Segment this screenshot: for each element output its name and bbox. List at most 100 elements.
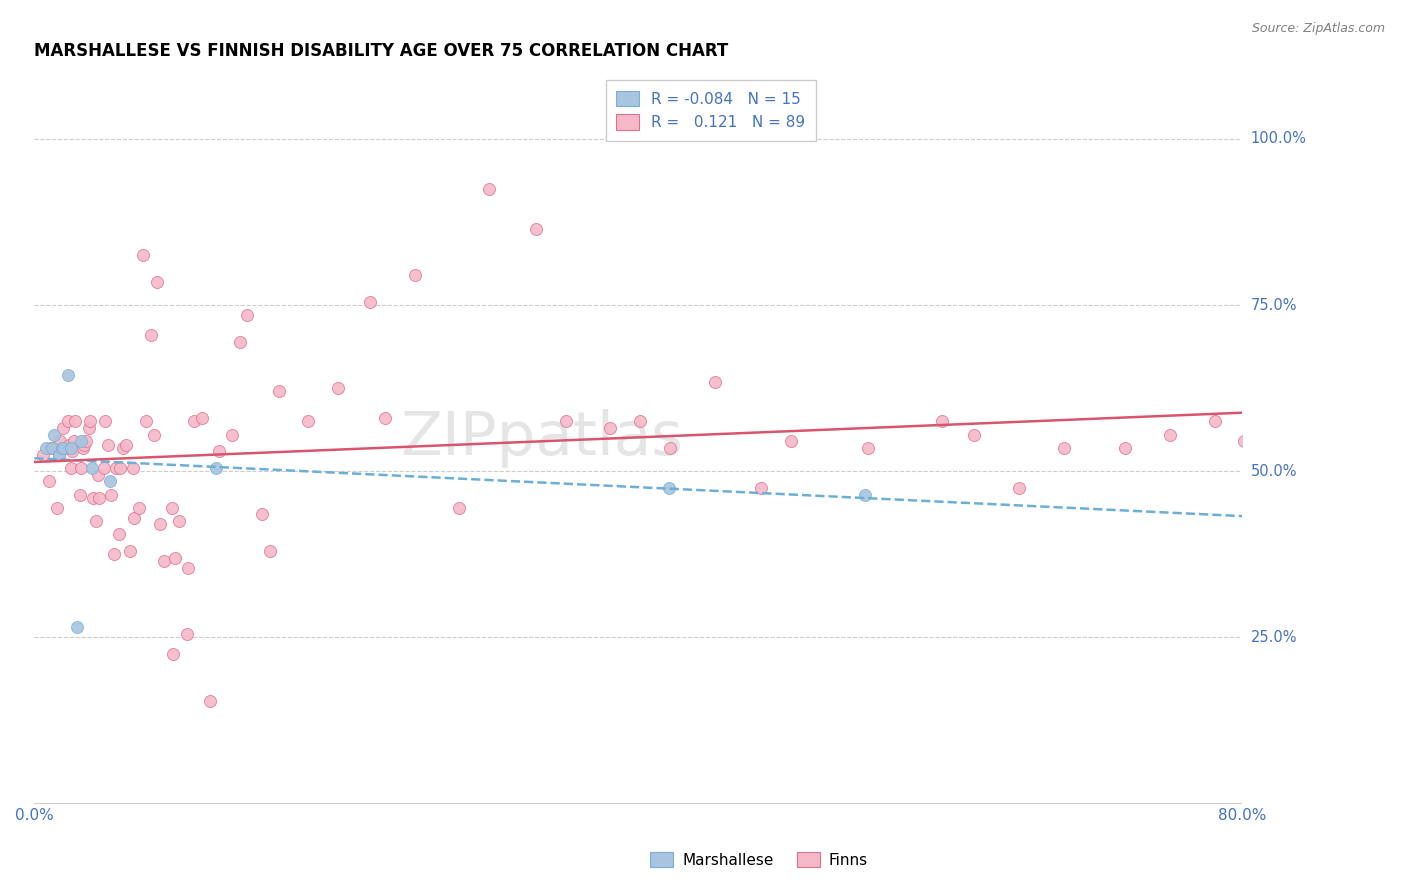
Point: [177, 560, 200, 574]
Point: [104, 461, 127, 475]
Point: [42, 427, 65, 442]
Legend: R = -0.084   N = 15, R =   0.121   N = 89: R = -0.084 N = 15, R = 0.121 N = 89: [606, 80, 817, 141]
Point: [70, 461, 93, 475]
Point: [46, 500, 69, 515]
Point: [931, 414, 953, 428]
Point: [267, 384, 290, 399]
Point: [38, 474, 60, 488]
Point: [135, 414, 157, 428]
Point: [108, 527, 131, 541]
Point: [447, 500, 470, 515]
Point: [66, 620, 89, 634]
Text: 50.0%: 50.0%: [1251, 464, 1298, 479]
Point: [97, 438, 120, 452]
Text: Source: ZipAtlas.com: Source: ZipAtlas.com: [1251, 22, 1385, 36]
Point: [659, 441, 682, 455]
Point: [128, 500, 150, 515]
Point: [42, 441, 65, 455]
Point: [118, 544, 141, 558]
Point: [704, 375, 727, 389]
Point: [35, 441, 58, 455]
Point: [49, 434, 72, 449]
Point: [77, 421, 100, 435]
Point: [198, 693, 221, 707]
Point: [359, 294, 381, 309]
Point: [52, 421, 75, 435]
Text: ZIPpatlas: ZIPpatlas: [401, 409, 683, 467]
Point: [149, 517, 172, 532]
Point: [169, 514, 191, 528]
Point: [55, 441, 77, 455]
Point: [252, 508, 274, 522]
Point: [404, 268, 426, 282]
Text: MARSHALLESE VS FINNISH DISABILITY AGE OVER 75 CORRELATION CHART: MARSHALLESE VS FINNISH DISABILITY AGE OV…: [34, 42, 728, 60]
Point: [48, 448, 70, 462]
Point: [48, 448, 70, 462]
Point: [73, 438, 96, 452]
Point: [176, 627, 198, 641]
Point: [207, 444, 229, 458]
Point: [962, 427, 984, 442]
Point: [69, 487, 91, 501]
Point: [80, 461, 103, 475]
Point: [142, 427, 165, 442]
Point: [79, 414, 101, 428]
Point: [56, 414, 79, 428]
Point: [63, 414, 86, 428]
Point: [60, 444, 83, 458]
Point: [1159, 427, 1181, 442]
Point: [139, 328, 162, 343]
Point: [259, 544, 281, 558]
Point: [163, 550, 186, 565]
Point: [160, 500, 183, 515]
Point: [1204, 414, 1226, 428]
Point: [84, 514, 107, 528]
Point: [51, 441, 73, 455]
Point: [121, 461, 143, 475]
Point: [1053, 441, 1076, 455]
Point: [132, 248, 155, 262]
Point: [32, 448, 55, 462]
Point: [599, 421, 621, 435]
Point: [39, 441, 62, 455]
Point: [115, 438, 138, 452]
Point: [221, 427, 243, 442]
Point: [72, 441, 94, 455]
Text: 25.0%: 25.0%: [1251, 630, 1298, 645]
Point: [153, 554, 176, 568]
Point: [110, 461, 132, 475]
Point: [82, 491, 104, 505]
Point: [326, 381, 349, 395]
Point: [183, 414, 205, 428]
Point: [59, 441, 82, 455]
Point: [1264, 441, 1286, 455]
Point: [87, 467, 110, 482]
Point: [56, 368, 79, 382]
Text: 100.0%: 100.0%: [1251, 131, 1306, 146]
Point: [297, 414, 319, 428]
Point: [70, 434, 93, 449]
Point: [1233, 434, 1256, 449]
Point: [1008, 481, 1031, 495]
Point: [62, 434, 84, 449]
Point: [100, 487, 122, 501]
Legend: Marshallese, Finns: Marshallese, Finns: [643, 844, 876, 875]
Point: [41, 441, 63, 455]
Point: [58, 438, 80, 452]
Point: [853, 487, 876, 501]
Point: [122, 510, 145, 524]
Point: [628, 414, 651, 428]
Point: [93, 461, 115, 475]
Point: [524, 221, 547, 235]
Point: [112, 441, 135, 455]
Point: [98, 474, 121, 488]
Point: [236, 308, 259, 322]
Point: [94, 414, 117, 428]
Point: [162, 647, 184, 661]
Point: [478, 182, 501, 196]
Text: 75.0%: 75.0%: [1251, 298, 1298, 312]
Point: [1114, 441, 1136, 455]
Point: [59, 461, 82, 475]
Point: [103, 547, 125, 561]
Point: [555, 414, 578, 428]
